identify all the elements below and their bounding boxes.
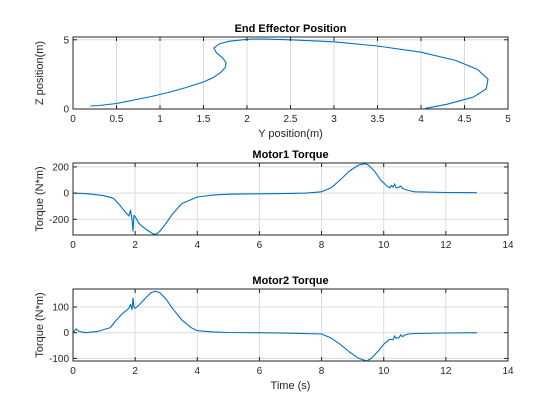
y-axis-label: Z position(m) — [34, 41, 46, 105]
chart-title: Motor2 Torque — [252, 275, 328, 287]
x-tick-label: 10 — [378, 240, 390, 251]
x-tick-label: 6 — [257, 366, 263, 377]
series-line — [72, 163, 477, 235]
x-tick-label: 5 — [505, 114, 511, 125]
end-effector-position-axes: 0 0.5 1 1.5 2 2.5 3 3.5 4 4.5 5 0 5 End Effector Posi… — [34, 23, 511, 140]
y-tick-label: 0 — [63, 328, 69, 339]
y-tick-label: -200 — [49, 215, 69, 226]
motor1-torque-axes: 0 2 4 6 8 10 12 14 -200 0 200 Motor1 Torque Torque (… — [34, 149, 514, 251]
x-tick-label: 14 — [502, 366, 514, 377]
x-tick-label: 0.5 — [110, 114, 124, 125]
y-tick-label: 100 — [52, 303, 69, 314]
x-tick-label: 4 — [195, 366, 201, 377]
x-tick-label: 1.5 — [197, 114, 211, 125]
x-tick-label: 12 — [440, 240, 452, 251]
x-tick-label: 12 — [440, 366, 452, 377]
plot-area — [73, 163, 508, 235]
x-tick-label: 2 — [244, 114, 250, 125]
x-tick-label: 1 — [157, 114, 163, 125]
x-tick-label: 14 — [502, 240, 514, 251]
x-axis-label: Time (s) — [271, 380, 311, 392]
x-tick-label: 10 — [378, 366, 390, 377]
x-tick-label: 2.5 — [284, 114, 298, 125]
x-tick-label: 0 — [70, 114, 76, 125]
x-tick-label: 2 — [132, 366, 138, 377]
x-tick-label: 6 — [257, 240, 263, 251]
x-tick-label: 4 — [195, 240, 201, 251]
plot-area — [73, 289, 508, 361]
x-tick-label: 8 — [319, 366, 325, 377]
y-tick-label: 200 — [52, 162, 69, 173]
x-tick-label: 0 — [70, 366, 76, 377]
x-tick-label: 4 — [418, 114, 424, 125]
x-tick-label: 3 — [331, 114, 337, 125]
series-line — [90, 38, 489, 109]
x-tick-label: 3.5 — [371, 114, 385, 125]
x-tick-label: 4.5 — [458, 114, 472, 125]
y-tick-label: 5 — [63, 35, 69, 46]
series-line — [72, 290, 477, 362]
x-axis-label: Y position(m) — [258, 128, 323, 140]
chart-title: End Effector Position — [235, 23, 347, 35]
y-tick-label: -100 — [49, 354, 69, 365]
axes-frame — [72, 288, 509, 362]
x-tick-label: 0 — [70, 240, 76, 251]
y-axis-label: Torque (N*m) — [34, 292, 46, 357]
chart-title: Motor1 Torque — [252, 149, 328, 161]
x-tick-label: 2 — [132, 240, 138, 251]
y-tick-label: 0 — [63, 105, 69, 116]
x-tick-label: 8 — [319, 240, 325, 251]
axes-frame — [72, 162, 509, 236]
y-axis-label: Torque (N*m) — [34, 166, 46, 231]
y-tick-label: 0 — [63, 189, 69, 200]
